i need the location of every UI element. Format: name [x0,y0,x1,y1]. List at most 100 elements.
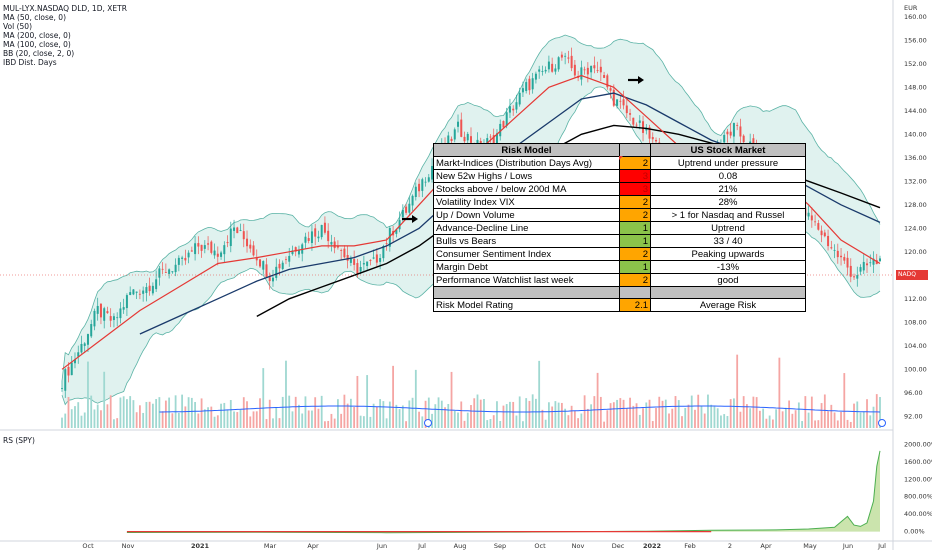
candle-body [512,108,515,111]
volume-bar [379,399,382,428]
volume-bar [346,403,349,428]
volume-bar [291,411,294,428]
candle-body [200,244,203,251]
volume-bar [427,397,430,428]
time-axis-tick: Nov [572,542,585,550]
volume-bar [288,395,291,428]
candle-body [476,139,479,144]
volume-bar [762,408,765,428]
volume-bar [298,404,300,428]
risk-factor-value: 28% [650,195,806,209]
risk-table-body: Markt-Indices (Distribution Days Avg) 2 Up… [433,156,806,312]
candle-body [353,259,356,265]
price-axis-tick: 128.00 [904,201,927,209]
volume-bar [463,420,466,428]
candle-body [64,369,67,391]
candle-body [233,227,236,231]
volume-bar [216,415,219,428]
risk-factor-value: Uptrend under pressure [650,156,806,170]
volume-bar [509,401,511,428]
candle-body [155,279,158,290]
candle-body [119,308,122,319]
candle-body [547,61,550,70]
time-axis-tick: Jul [417,542,426,550]
candle-body [557,57,560,70]
bollinger-upper-line [61,34,881,382]
candle-body [739,126,742,137]
volume-bar [103,371,106,428]
time-axis-tick: 2021 [191,542,210,550]
volume-bar [139,405,141,428]
candle-body [375,254,378,263]
candle-body [869,262,872,264]
candle-body [599,66,602,73]
candle-body [106,311,109,314]
volume-bar [648,399,651,428]
volume-bar [113,419,115,428]
candle-body [616,99,619,106]
time-axis-tick: Oct [82,542,94,550]
volume-bar [385,418,388,428]
volume-bar [83,412,86,428]
risk-factor-name: Volatility Index VIX [433,195,620,209]
risk-table-row: Markt-Indices (Distribution Days Avg) 2 Up… [433,156,806,170]
candle-body [463,136,466,142]
candle-body [573,64,576,76]
market-header: US Stock Market [650,143,806,157]
candle-body [210,241,213,253]
candle-body [518,92,521,105]
time-axis-tick: Feb [684,542,696,550]
volume-bar [548,402,550,428]
volume-bar [184,406,187,428]
volume-bar [392,365,394,428]
volume-bar [784,407,787,428]
volume-bar [733,398,735,428]
volume-bar [395,404,398,428]
candle-body [849,265,852,277]
volume-bar [703,413,706,428]
volume-bar [791,413,794,428]
volume-bar [642,408,644,428]
candle-body [307,238,310,241]
indicator-ma200-label: MA (200, close, 0) [3,31,71,40]
candle-body [135,291,138,293]
candle-body [197,243,200,247]
volume-bar [788,400,791,428]
candle-body [807,212,810,217]
volume-bar [661,400,664,428]
volume-bar [622,399,625,428]
volume-bar [593,396,596,428]
candle-body [281,262,284,270]
volume-bar [171,413,174,428]
volume-bar [382,401,385,428]
risk-factor-name: Consumer Sentiment Index [433,247,620,261]
candle-body [726,131,729,135]
risk-factor-score: 1 [619,260,651,274]
volume-bar [499,421,502,428]
candle-body [492,135,495,147]
candle-body [385,243,388,244]
volume-bar [242,397,245,428]
candle-body [259,259,262,267]
volume-bar [356,375,359,428]
candle-body [470,136,472,143]
rs-axis-tick: 1200.00% [904,475,932,483]
volume-bar [470,405,472,428]
volume-bar [492,415,495,428]
volume-bar [333,418,336,428]
volume-bar [658,396,661,428]
volume-bar [525,398,528,428]
candle-body [642,121,645,133]
event-marker-icon [424,419,432,427]
volume-bar [814,420,816,428]
volume-bar [129,396,132,428]
volume-bar [590,404,593,428]
volume-bar [836,420,839,428]
candle-body [388,228,391,247]
volume-bar [213,416,216,428]
volume-bar [304,396,307,428]
indicator-ma50-label: MA (50, close, 0) [3,13,67,22]
candle-body [823,232,826,237]
candle-body [655,139,658,142]
volume-bar [716,408,719,428]
